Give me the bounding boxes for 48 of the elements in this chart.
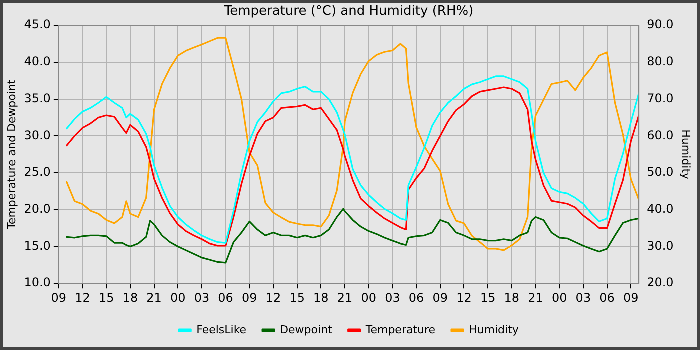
x-tick-label: 09 [51, 290, 67, 305]
legend-label: Dewpoint [280, 323, 334, 336]
x-tick-label: 21 [146, 290, 162, 305]
y2-tick-label: 20.0 [647, 276, 674, 290]
y-tick-label: 15.0 [24, 238, 51, 253]
x-tick-label: 03 [194, 290, 210, 305]
y-tick-label: 20.0 [24, 202, 51, 216]
x-tick-label: 15 [290, 290, 305, 305]
x-tick-label: 21 [528, 290, 544, 305]
x-tick-label: 06 [218, 290, 234, 305]
y2-tick-label: 40.0 [647, 202, 674, 216]
x-tick-label: 12 [456, 290, 472, 305]
y2-tick-label: 60.0 [647, 128, 674, 142]
x-tick-label: 06 [600, 290, 615, 305]
x-tick-label: 12 [75, 290, 90, 305]
x-tick-label: 00 [361, 290, 377, 305]
x-tick-label: 18 [314, 290, 329, 305]
x-tick-label: 06 [408, 290, 424, 305]
legend-label: FeelsLike [196, 323, 247, 336]
chart-title: Temperature (°C) and Humidity (RH%) [223, 4, 474, 20]
x-tick-label: 09 [623, 290, 639, 305]
y-tick-label: 45.0 [24, 18, 51, 32]
y2-tick-label: 70.0 [647, 91, 674, 106]
x-tick-label: 18 [122, 290, 138, 305]
y-tick-label: 35.0 [24, 91, 51, 106]
x-tick-label: 03 [385, 290, 400, 305]
y-tick-label: 30.0 [24, 128, 51, 142]
legend-label: Humidity [469, 323, 520, 336]
x-tick-label: 09 [242, 290, 258, 305]
x-tick-label: 00 [552, 290, 568, 305]
x-tick-label: 12 [266, 290, 282, 305]
x-tick-label: 21 [337, 290, 353, 305]
y2-axis-title: Humidity [680, 130, 693, 180]
y2-tick-label: 90.0 [647, 18, 674, 32]
y-tick-label: 10.0 [24, 276, 51, 290]
y-tick-label: 40.0 [24, 54, 51, 69]
x-tick-label: 00 [170, 290, 186, 305]
x-tick-label: 03 [576, 290, 592, 305]
y2-tick-label: 30.0 [647, 238, 674, 253]
x-tick-label: 15 [98, 290, 114, 305]
y2-tick-label: 50.0 [647, 165, 674, 180]
legend-label: Temperature [364, 323, 436, 336]
x-tick-label: 18 [504, 290, 520, 305]
x-tick-label: 09 [432, 290, 448, 305]
y2-tick-label: 80.0 [647, 54, 674, 69]
x-tick-label: 15 [480, 290, 496, 305]
y-tick-label: 25.0 [24, 165, 51, 180]
y-axis-title: Temperature and Dewpoint [5, 79, 18, 230]
